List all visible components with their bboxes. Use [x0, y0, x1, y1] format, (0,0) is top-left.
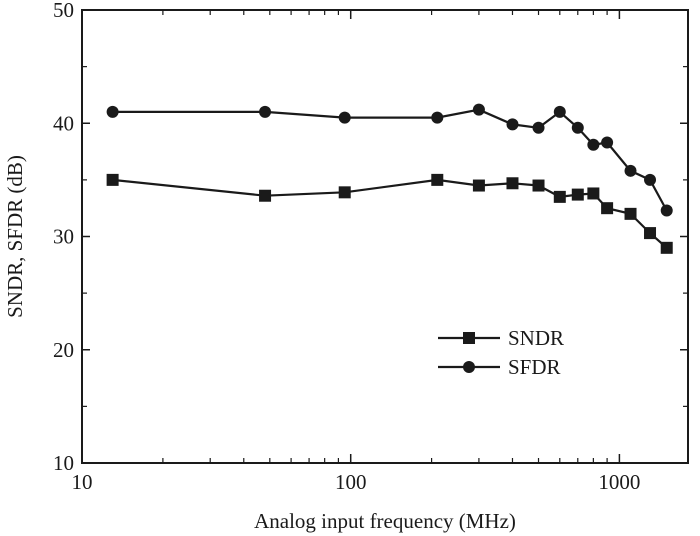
- sndr-point: [506, 177, 519, 190]
- sndr-point: [431, 173, 444, 186]
- sndr-point: [106, 173, 119, 186]
- sndr-point: [532, 179, 545, 192]
- legend-item-sfdr: SFDR: [438, 355, 561, 379]
- sndr-point: [601, 202, 614, 215]
- y-tick-label: 30: [53, 225, 74, 249]
- plot-area: [81, 9, 689, 464]
- sfdr-point: [553, 105, 566, 118]
- sndr-point: [472, 179, 485, 192]
- sfdr-point: [431, 111, 444, 124]
- series-layer: [106, 103, 673, 254]
- sfdr-point: [259, 105, 272, 118]
- sfdr-line: [112, 108, 668, 212]
- y-tick-label: 50: [53, 0, 74, 22]
- sndr-point: [587, 187, 600, 200]
- sndr-point: [553, 190, 566, 203]
- legend-item-sndr: SNDR: [438, 326, 564, 350]
- sfdr-point: [571, 121, 584, 134]
- plot-frame: [81, 9, 689, 464]
- series-sfdr: [106, 103, 673, 217]
- sfdr-point: [506, 118, 519, 131]
- legend: SNDR SFDR: [438, 326, 564, 379]
- y-tick-label: 10: [53, 451, 74, 475]
- x-tick-label: 10: [72, 470, 93, 494]
- legend-sfdr-marker: [463, 361, 475, 373]
- sfdr-point: [587, 138, 600, 151]
- sfdr-point: [532, 121, 545, 134]
- sfdr-point: [624, 164, 637, 177]
- x-tick-label: 1000: [598, 470, 640, 494]
- sndr-point: [259, 189, 272, 202]
- sfdr-point: [338, 111, 351, 124]
- sfdr-point: [644, 173, 657, 186]
- axis-tick-labels: 10 20 30 40 50 10 100 1000: [53, 0, 640, 494]
- sfdr-point: [601, 136, 614, 149]
- legend-sfdr-label: SFDR: [508, 355, 561, 379]
- sfdr-point: [660, 204, 673, 217]
- sfdr-point: [106, 105, 119, 118]
- legend-sndr-label: SNDR: [508, 326, 564, 350]
- series-sndr: [106, 173, 673, 254]
- y-tick-label: 40: [53, 111, 74, 135]
- y-tick-label: 20: [53, 338, 74, 362]
- y-axis-title: SNDR, SFDR (dB): [3, 155, 27, 318]
- axis-ticks: [81, 9, 688, 464]
- sndr-point: [624, 207, 637, 220]
- legend-sndr-marker: [463, 332, 475, 344]
- sfdr-point: [472, 103, 485, 116]
- sndr-point: [338, 186, 351, 199]
- x-axis-title: Analog input frequency (MHz): [254, 509, 516, 533]
- sndr-point: [660, 241, 673, 254]
- x-tick-label: 100: [335, 470, 367, 494]
- sndr-point: [571, 188, 584, 201]
- sndr-point: [644, 227, 657, 240]
